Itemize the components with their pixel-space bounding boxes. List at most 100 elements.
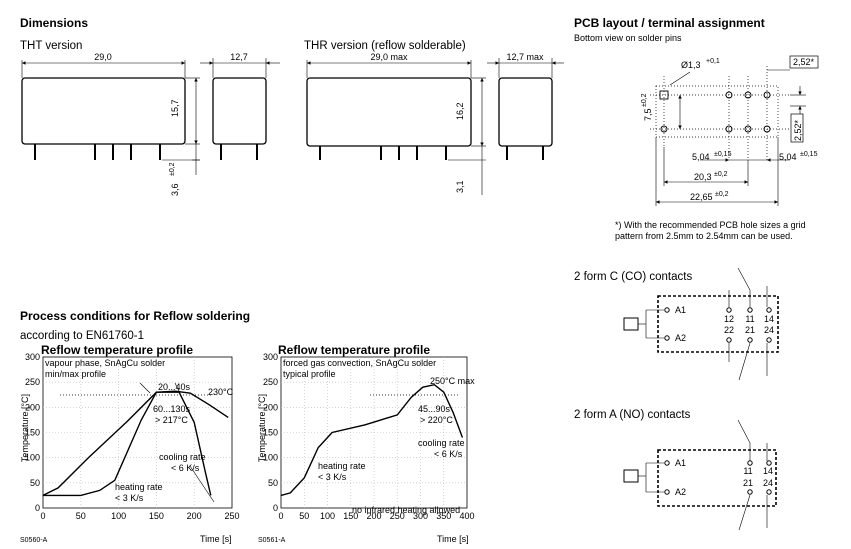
chart2-ann-250c: 250°C max xyxy=(430,376,475,386)
tht-depth-dim: 12,7 xyxy=(230,52,248,62)
chart2-series-typical xyxy=(280,383,464,497)
chart2-ytick: 300 xyxy=(263,352,278,362)
chart2-ytick: 100 xyxy=(263,453,278,463)
chart1-xtick: 150 xyxy=(149,511,164,521)
pcb-d1-dim: 5,04 xyxy=(692,152,710,162)
chart1-ann-20-40s: 20...40s xyxy=(158,382,191,392)
pcb-grid2-dim: 2,52* xyxy=(793,119,803,141)
chart1-xtick: 250 xyxy=(224,511,239,521)
thr-height-dim: 16,2 xyxy=(455,102,465,120)
pcb-footprint xyxy=(650,66,806,206)
chart2-ann-cooling: cooling rate xyxy=(418,438,465,448)
chart2-ylabel: Temperature [°C] xyxy=(257,394,267,462)
chart2-xtick: 300 xyxy=(413,511,428,521)
chart1-series-min xyxy=(43,391,212,497)
chart2-xlabel: Time [s] xyxy=(437,534,469,544)
pcb-d3-tol: ±0,2 xyxy=(714,171,728,178)
tht-width-dim: 29,0 xyxy=(94,52,112,62)
chart2-xtick: 100 xyxy=(320,511,335,521)
chart1-ytick: 250 xyxy=(25,377,40,387)
chart2-ytick: 150 xyxy=(263,428,278,438)
co-terminal-21: 21 xyxy=(745,325,755,335)
chart2-ann-heating: heating rate xyxy=(318,461,366,471)
chart1-ann-cooling: cooling rate xyxy=(159,452,206,462)
chart2-ytick: 50 xyxy=(268,478,278,488)
chart2-xtick: 50 xyxy=(299,511,309,521)
thr-pin-dim: 3,1 xyxy=(455,180,465,193)
co-terminal-24: 24 xyxy=(764,325,774,335)
thr-label: THR version (reflow solderable) xyxy=(304,40,466,52)
chart2-ann-cooling-rate: < 6 K/s xyxy=(434,449,463,459)
chart1-ann-heating: heating rate xyxy=(115,482,163,492)
pcb-row-tol: ±0,2 xyxy=(641,93,648,107)
pcb-grid2-box xyxy=(790,113,804,143)
pcb-d4-dim: 22,65 xyxy=(690,192,713,202)
chart2-xtick: 0 xyxy=(278,511,283,521)
chart2-ann-heating-rate: < 3 K/s xyxy=(318,472,347,482)
chart2-ytick: 0 xyxy=(273,503,278,513)
pcb-d2-dim: 5,04 xyxy=(779,152,797,162)
dimensions-title: Dimensions xyxy=(20,16,88,30)
chart2-subtitle-line2: typical profile xyxy=(283,369,336,379)
co-contacts-title: 2 form C (CO) contacts xyxy=(574,271,692,283)
tht-height-dim: 15,7 xyxy=(170,99,180,117)
no-contacts-schematic xyxy=(623,419,777,531)
chart2-title: Reflow temperature profile xyxy=(278,343,430,357)
chart1-xtick: 0 xyxy=(40,511,45,521)
chart1-ann-cooling-rate: < 6 K/s xyxy=(171,463,200,473)
pcb-note-line1: *) With the recommended PCB hole sizes a… xyxy=(615,220,806,230)
thr-front-view xyxy=(306,60,486,195)
pcb-d3-dim: 20,3 xyxy=(694,172,712,182)
tht-side-view xyxy=(200,58,280,160)
no-terminal-24: 24 xyxy=(763,478,773,488)
co-terminal-12: 12 xyxy=(724,314,734,324)
co-contacts-schematic xyxy=(623,267,779,381)
chart2-ytick: 200 xyxy=(263,402,278,412)
chart1-ytick: 0 xyxy=(35,503,40,513)
no-a2-label: A2 xyxy=(675,487,686,497)
process-subtitle: according to EN61760-1 xyxy=(20,330,144,342)
chart2-code: S0561-A xyxy=(258,537,286,544)
no-terminal-11: 11 xyxy=(743,466,752,476)
chart2-xtick: 250 xyxy=(390,511,405,521)
chart1-ytick: 300 xyxy=(25,352,40,362)
chart2-ann-no-infrared: no infrared heating allowed xyxy=(352,505,460,515)
thr-depth-dim: 12,7 max xyxy=(506,52,544,62)
chart1-ytick: 100 xyxy=(25,453,40,463)
pcb-hole-dim: Ø1,3 xyxy=(681,60,701,70)
chart2-xtick: 400 xyxy=(459,511,474,521)
co-a1-label: A1 xyxy=(675,305,686,315)
co-terminal-14: 14 xyxy=(764,314,774,324)
chart2-ann-220c: > 220°C xyxy=(420,415,453,425)
chart1-ytick: 50 xyxy=(30,478,40,488)
chart2-ytick: 250 xyxy=(263,377,278,387)
tht-pin-tol: ±0,2 xyxy=(169,162,176,176)
pcb-subtitle: Bottom view on solder pins xyxy=(574,33,682,43)
tht-pin-dim: 3,6 xyxy=(170,183,180,196)
tht-label: THT version xyxy=(20,40,82,52)
thr-side-view xyxy=(487,58,564,160)
chart2-xtick: 150 xyxy=(343,511,358,521)
pcb-title: PCB layout / terminal assignment xyxy=(574,16,765,30)
co-a2-label: A2 xyxy=(675,333,686,343)
chart1-ytick: 150 xyxy=(25,428,40,438)
reflow-chart-vapour-phase: 0 50 100 150 200 250 300 0 50 100 150 200 250 xyxy=(25,352,240,521)
pcb-d4-tol: ±0,2 xyxy=(715,191,729,198)
no-contacts-title: 2 form A (NO) contacts xyxy=(574,409,691,421)
chart1-xlabel: Time [s] xyxy=(200,534,232,544)
chart1-ann-217c: > 217°C xyxy=(155,415,188,425)
process-title: Process conditions for Reflow soldering xyxy=(20,309,250,323)
pcb-d1-tol: ±0,15 xyxy=(714,151,732,158)
chart1-title: Reflow temperature profile xyxy=(41,343,193,357)
chart1-subtitle-line2: min/max profile xyxy=(45,369,106,379)
pcb-note-line2: pattern from 2.5mm to 2.54mm can be used… xyxy=(615,231,793,241)
chart2-ann-45-90s: 45...90s xyxy=(418,404,451,414)
chart1-xtick: 100 xyxy=(111,511,126,521)
chart1-code: S0560-A xyxy=(20,537,48,544)
pcb-hole-tol: +0,1 xyxy=(706,58,720,65)
co-terminal-22: 22 xyxy=(724,325,734,335)
chart2-xtick: 200 xyxy=(366,511,381,521)
pcb-d2-tol: ±0,15 xyxy=(800,151,818,158)
no-terminal-14: 14 xyxy=(763,466,773,476)
co-terminal-11: 11 xyxy=(745,314,754,324)
